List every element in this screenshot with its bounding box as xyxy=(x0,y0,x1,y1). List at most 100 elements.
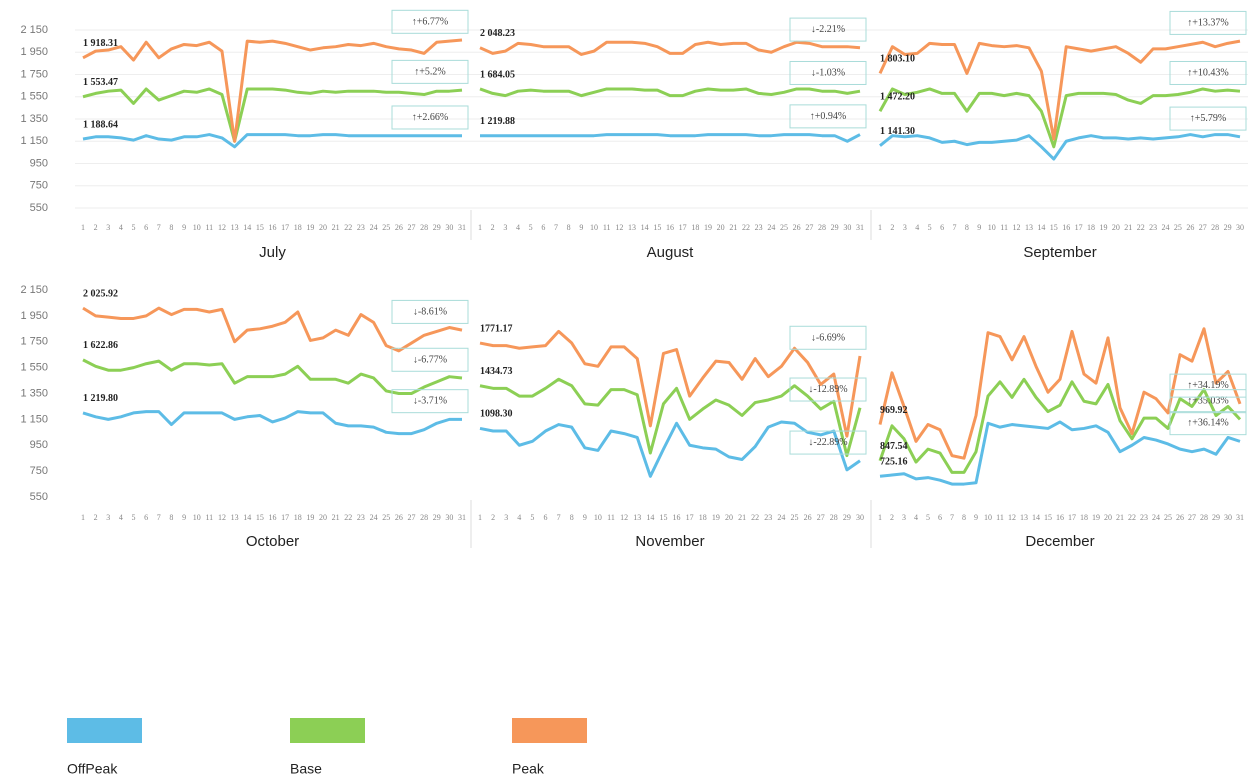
x-tick-label: 23 xyxy=(357,513,365,522)
x-tick-label: 9 xyxy=(977,223,981,232)
line-series xyxy=(479,87,861,98)
x-tick-label: 30 xyxy=(445,223,453,232)
x-tick-label: 14 xyxy=(646,513,654,522)
change-box xyxy=(1169,373,1247,398)
change-label: ↓-1.03% xyxy=(811,67,845,78)
change-box xyxy=(789,377,867,402)
line-series xyxy=(879,420,1241,486)
x-tick-label: 3 xyxy=(902,513,906,522)
x-tick-label: 15 xyxy=(1044,513,1052,522)
x-tick-label: 29 xyxy=(831,223,839,232)
x-tick-label: 27 xyxy=(1199,223,1207,232)
x-tick-label: 7 xyxy=(952,223,956,232)
start-label: 1 141.30 xyxy=(880,126,915,137)
x-tick-label: 28 xyxy=(1211,223,1219,232)
start-label: 1 684.05 xyxy=(480,69,515,80)
y-tick-label: 750 xyxy=(30,465,48,477)
y-tick-label: 1 750 xyxy=(20,336,48,348)
x-tick-label: 15 xyxy=(1050,223,1058,232)
x-tick-label: 4 xyxy=(517,513,521,522)
x-tick-label: 10 xyxy=(193,513,201,522)
x-tick-label: 9 xyxy=(974,513,978,522)
x-tick-label: 17 xyxy=(686,513,694,522)
x-tick-label: 19 xyxy=(704,223,712,232)
x-tick-label: 11 xyxy=(996,513,1004,522)
change-label: ↑+2.66% xyxy=(412,112,448,123)
legend-swatch xyxy=(290,718,365,743)
y-tick-label: 1 150 xyxy=(20,413,48,425)
start-label: 1098.30 xyxy=(480,409,513,420)
legend-label: OffPeak xyxy=(67,761,118,777)
x-tick-label: 10 xyxy=(594,513,602,522)
change-label: ↓-22.89% xyxy=(808,437,847,448)
change-label: ↓-6.69% xyxy=(811,332,845,343)
x-tick-label: 6 xyxy=(144,513,148,522)
change-label: ↑+10.43% xyxy=(1187,67,1228,78)
x-tick-label: 29 xyxy=(843,513,851,522)
x-tick-label: 27 xyxy=(805,223,813,232)
x-tick-label: 27 xyxy=(407,223,415,232)
x-tick-label: 24 xyxy=(767,223,775,232)
x-tick-label: 24 xyxy=(370,223,378,232)
change-label: ↑+6.77% xyxy=(412,16,448,27)
x-tick-label: 12 xyxy=(1008,513,1016,522)
y-tick-label: 1 350 xyxy=(20,113,48,125)
change-box xyxy=(1169,60,1247,85)
x-tick-label: 7 xyxy=(157,513,161,522)
x-tick-label: 14 xyxy=(1032,513,1040,522)
x-tick-label: 3 xyxy=(903,223,907,232)
x-tick-label: 4 xyxy=(914,513,918,522)
x-tick-label: 18 xyxy=(294,513,302,522)
x-tick-label: 5 xyxy=(926,513,930,522)
x-tick-label: 20 xyxy=(1112,223,1120,232)
x-tick-label: 16 xyxy=(1056,513,1064,522)
x-tick-label: 13 xyxy=(1025,223,1033,232)
y-tick-label: 1 550 xyxy=(20,362,48,374)
x-tick-label: 20 xyxy=(1104,513,1112,522)
x-tick-label: 14 xyxy=(243,513,251,522)
change-box xyxy=(391,9,469,34)
y-tick-label: 1 150 xyxy=(20,135,48,147)
y-tick-label: 1 350 xyxy=(20,387,48,399)
y-tick-label: 750 xyxy=(30,180,48,192)
change-box xyxy=(391,389,469,414)
x-tick-label: 18 xyxy=(1087,223,1095,232)
x-tick-label: 6 xyxy=(541,223,545,232)
x-tick-label: 19 xyxy=(306,513,314,522)
start-label: 1434.73 xyxy=(480,366,513,377)
x-tick-label: 17 xyxy=(281,513,289,522)
line-series xyxy=(878,327,1242,460)
x-tick-label: 21 xyxy=(332,223,340,232)
x-tick-label: 12 xyxy=(620,513,628,522)
x-tick-label: 18 xyxy=(294,223,302,232)
x-tick-label: 31 xyxy=(458,513,466,522)
start-label: 1 219.80 xyxy=(83,393,118,404)
x-tick-label: 26 xyxy=(804,513,812,522)
x-tick-label: 26 xyxy=(395,513,403,522)
x-tick-label: 22 xyxy=(1137,223,1145,232)
change-box xyxy=(1169,10,1247,35)
start-label: 1 553.47 xyxy=(83,77,118,88)
x-tick-label: 21 xyxy=(332,513,340,522)
start-label: 1 472.20 xyxy=(880,92,915,103)
x-tick-label: 3 xyxy=(504,513,508,522)
start-label: 969.92 xyxy=(880,405,908,416)
x-tick-label: 2 xyxy=(491,513,495,522)
change-box xyxy=(391,299,469,324)
x-tick-label: 28 xyxy=(830,513,838,522)
change-label: ↑+0.94% xyxy=(810,111,846,122)
x-tick-label: 23 xyxy=(764,513,772,522)
change-label: ↑+35.03% xyxy=(1187,396,1228,407)
x-tick-label: 12 xyxy=(615,223,623,232)
x-tick-label: 1 xyxy=(81,513,85,522)
x-tick-label: 22 xyxy=(742,223,750,232)
legend-label: Peak xyxy=(512,761,545,777)
x-tick-label: 17 xyxy=(281,223,289,232)
change-label: ↑+5.2% xyxy=(414,66,445,77)
x-tick-label: 31 xyxy=(856,223,864,232)
x-tick-label: 28 xyxy=(818,223,826,232)
x-tick-label: 31 xyxy=(458,223,466,232)
x-tick-label: 23 xyxy=(755,223,763,232)
x-tick-label: 24 xyxy=(1162,223,1170,232)
x-tick-label: 28 xyxy=(1200,513,1208,522)
